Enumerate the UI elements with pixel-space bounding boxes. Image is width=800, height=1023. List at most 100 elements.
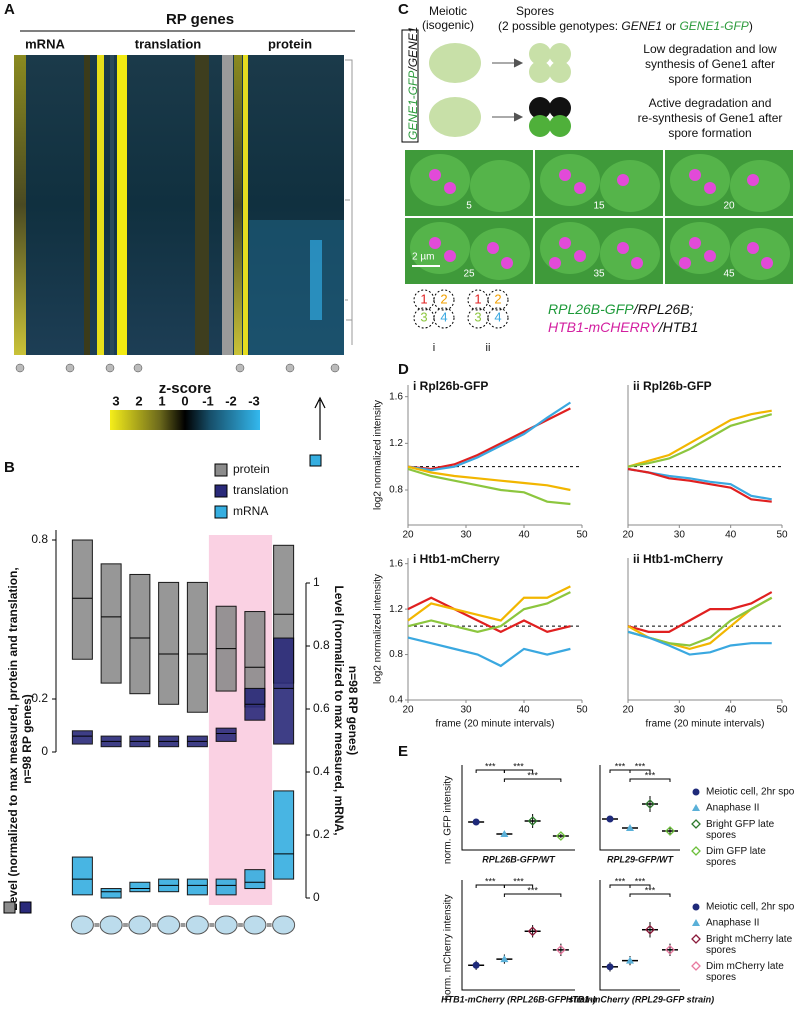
arrow (314, 396, 326, 440)
line (627, 630, 772, 656)
y-tick-label: 0.8 (389, 649, 403, 660)
marker (692, 919, 700, 926)
nucleus (444, 250, 456, 262)
legend-swatch (214, 505, 228, 519)
x-tick-label: 20 (402, 705, 414, 716)
marker (626, 824, 634, 831)
spores (529, 97, 571, 137)
marker (527, 816, 538, 826)
column-label: translation (135, 36, 202, 51)
significance-label: *** (645, 885, 656, 895)
axes (599, 765, 680, 851)
cell (540, 154, 600, 206)
line (407, 467, 571, 506)
column-label: protein (268, 36, 312, 51)
heatmap-stripe (234, 55, 242, 355)
x-axis-title: HTB1-mCherry (RPL26B-GFP strain) (441, 994, 596, 1004)
line (407, 591, 571, 633)
cell-number: 3 (420, 309, 427, 324)
label: Active degradation and (649, 96, 772, 110)
y-axis-title: n=98 RP genes) (20, 694, 34, 783)
stage-icon (185, 915, 209, 935)
line (627, 467, 772, 503)
label: synthesis of Gene1 after (645, 57, 775, 71)
stage-icon (214, 915, 238, 935)
x-tick-label: 30 (674, 530, 686, 541)
significance-label: *** (527, 770, 538, 780)
significance-label: *** (513, 876, 524, 886)
nucleus (429, 237, 441, 249)
legend-label: translation (233, 483, 288, 497)
micrograph: 5 15 20 25 35 45 2 µm (405, 150, 793, 284)
cell (470, 160, 530, 212)
nucleus (559, 169, 571, 181)
cell (600, 228, 660, 280)
x-tick-label: 50 (776, 530, 788, 541)
cell (410, 154, 470, 206)
significance-bracket (503, 778, 562, 782)
text: or (662, 19, 679, 33)
panel-letter: C (398, 1, 409, 18)
nucleus (487, 242, 499, 254)
box (401, 29, 419, 143)
legend-line: spores (706, 972, 736, 983)
y-tick-label: 0.8 (389, 485, 403, 496)
panel-letter: D (398, 361, 409, 378)
box (215, 878, 237, 896)
significance-label: *** (485, 761, 496, 771)
legend-label: Dim GFP late spores (706, 846, 766, 868)
significance-bracket (503, 884, 534, 888)
y-tick-label: 0 (41, 744, 48, 758)
y-axis-title: log2 normalized intensity (373, 400, 384, 510)
x-tick-label: 50 (576, 705, 588, 716)
panel-letter: A (4, 1, 15, 18)
nucleus (617, 174, 629, 186)
x-tick-label: 50 (576, 530, 588, 541)
text: /HTB1 (658, 319, 699, 335)
chart-title: ii Htb1-mCherry (633, 552, 723, 566)
label: i (433, 342, 435, 354)
legend-label: Bright GFP late spores (706, 819, 775, 841)
legend-label: Meiotic cell, 2hr spo (706, 902, 795, 913)
spores (529, 43, 571, 83)
x-tick-label: 30 (674, 705, 686, 716)
nucleus (574, 250, 586, 262)
y-axis-title: norm. GFP intensity (443, 776, 454, 864)
heatmap-stripe (84, 55, 90, 355)
label: (isogenic) (422, 18, 474, 32)
arrows (492, 58, 524, 122)
significance-label: *** (635, 876, 646, 886)
line (627, 409, 772, 468)
line (407, 636, 571, 668)
significance-bracket (629, 769, 651, 773)
text: /GENE1 (406, 27, 420, 72)
text: ) (749, 19, 753, 33)
axes (461, 765, 575, 851)
y2-axis-title: n=98 RP genes) (346, 666, 360, 755)
cell-number: 1 (420, 291, 427, 306)
legend-line: Dim GFP late (706, 846, 766, 857)
cell (600, 160, 660, 212)
text: GENE1 (621, 19, 662, 33)
marker (665, 826, 675, 836)
stage-icon (99, 915, 123, 935)
legend-label: mRNA (233, 504, 268, 518)
y-axis-title: log2 normalized intensity (373, 574, 384, 684)
x-tick-label: 20 (622, 530, 634, 541)
strain-label: RPL26B-GFP/RPL26B; (548, 301, 694, 317)
colorbar-ticks: 3 2 1 0 -1 -2 -3 (112, 393, 259, 408)
box (158, 581, 180, 705)
chart-title: i Rpl26b-GFP (413, 379, 488, 393)
legend-label: Anaphase II (706, 803, 759, 814)
y2-tick-label: 0.2 (313, 827, 330, 841)
colorbar-tick-label: 2 (135, 393, 142, 408)
cell (429, 97, 481, 137)
x-tick-label: 40 (725, 705, 737, 716)
legend-line: spores (706, 857, 736, 868)
marker (606, 815, 614, 823)
x-axis-title: frame (20 minute intervals) (646, 719, 765, 730)
box (215, 727, 237, 742)
scale-bar-label: 2 µm (412, 252, 434, 263)
marker (691, 961, 701, 971)
cell-number: 1 (474, 291, 481, 306)
